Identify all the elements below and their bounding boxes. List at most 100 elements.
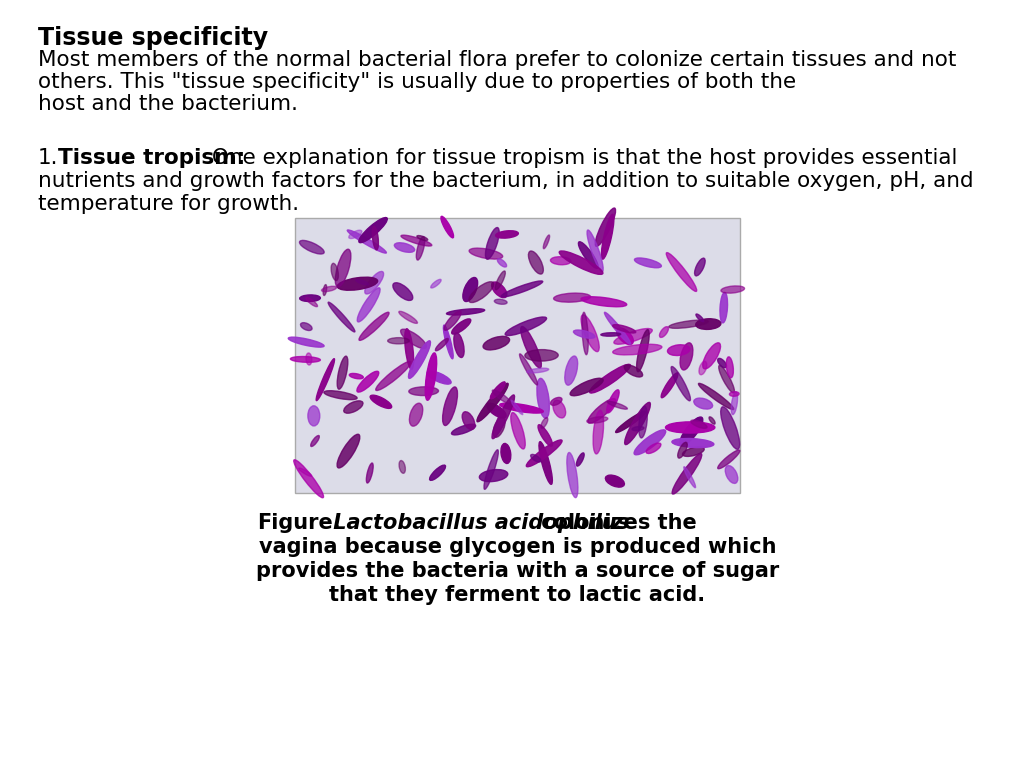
Ellipse shape bbox=[519, 354, 538, 385]
Ellipse shape bbox=[337, 277, 378, 290]
Text: host and the bacterium.: host and the bacterium. bbox=[38, 94, 298, 114]
Ellipse shape bbox=[605, 475, 625, 487]
Ellipse shape bbox=[551, 397, 562, 406]
Ellipse shape bbox=[668, 345, 690, 356]
Ellipse shape bbox=[511, 400, 523, 415]
Ellipse shape bbox=[469, 282, 494, 303]
Ellipse shape bbox=[443, 325, 454, 359]
Ellipse shape bbox=[729, 392, 739, 396]
Bar bbox=[295, 218, 740, 493]
Ellipse shape bbox=[335, 249, 351, 287]
Ellipse shape bbox=[454, 333, 464, 358]
Text: Tissue specificity: Tissue specificity bbox=[38, 26, 268, 50]
Ellipse shape bbox=[612, 344, 662, 355]
Ellipse shape bbox=[501, 443, 511, 463]
Ellipse shape bbox=[528, 251, 544, 274]
Ellipse shape bbox=[662, 373, 678, 398]
Ellipse shape bbox=[306, 297, 317, 306]
Ellipse shape bbox=[616, 328, 633, 345]
Ellipse shape bbox=[308, 406, 319, 426]
Ellipse shape bbox=[452, 319, 471, 334]
Ellipse shape bbox=[698, 383, 734, 409]
Ellipse shape bbox=[680, 417, 702, 445]
Ellipse shape bbox=[680, 343, 693, 370]
Ellipse shape bbox=[490, 382, 505, 399]
Ellipse shape bbox=[493, 390, 511, 403]
Ellipse shape bbox=[682, 447, 705, 456]
Text: that they ferment to lactic acid.: that they ferment to lactic acid. bbox=[330, 585, 706, 605]
Ellipse shape bbox=[505, 317, 547, 336]
Ellipse shape bbox=[328, 302, 355, 332]
Ellipse shape bbox=[435, 339, 449, 351]
Ellipse shape bbox=[588, 399, 615, 423]
Ellipse shape bbox=[695, 319, 721, 329]
Text: colonizes the: colonizes the bbox=[534, 513, 696, 533]
Ellipse shape bbox=[554, 293, 591, 302]
Ellipse shape bbox=[496, 230, 518, 238]
Ellipse shape bbox=[606, 390, 620, 413]
Ellipse shape bbox=[595, 208, 615, 247]
Text: others. This "tissue specificity" is usually due to properties of both the: others. This "tissue specificity" is usu… bbox=[38, 72, 796, 92]
Ellipse shape bbox=[494, 417, 505, 437]
Ellipse shape bbox=[452, 424, 476, 435]
Ellipse shape bbox=[376, 361, 411, 390]
Ellipse shape bbox=[299, 240, 325, 254]
Ellipse shape bbox=[316, 359, 335, 401]
Text: temperature for growth.: temperature for growth. bbox=[38, 194, 299, 214]
Ellipse shape bbox=[501, 281, 543, 297]
Ellipse shape bbox=[539, 442, 552, 485]
Ellipse shape bbox=[500, 403, 544, 413]
Ellipse shape bbox=[671, 366, 690, 401]
Ellipse shape bbox=[337, 434, 359, 468]
Ellipse shape bbox=[567, 452, 578, 498]
Ellipse shape bbox=[587, 417, 608, 423]
Ellipse shape bbox=[612, 325, 636, 333]
Ellipse shape bbox=[559, 251, 603, 274]
Ellipse shape bbox=[659, 326, 669, 337]
Ellipse shape bbox=[537, 379, 550, 419]
Text: Most members of the normal bacterial flora prefer to colonize certain tissues an: Most members of the normal bacterial flo… bbox=[38, 50, 956, 70]
Ellipse shape bbox=[731, 392, 737, 415]
Ellipse shape bbox=[294, 460, 324, 498]
Ellipse shape bbox=[694, 398, 713, 409]
Bar bbox=[295, 218, 740, 493]
Ellipse shape bbox=[485, 227, 500, 260]
Text: nutrients and growth factors for the bacterium, in addition to suitable oxygen, : nutrients and growth factors for the bac… bbox=[38, 171, 974, 191]
Ellipse shape bbox=[492, 282, 507, 298]
Ellipse shape bbox=[492, 395, 514, 439]
Ellipse shape bbox=[365, 271, 384, 294]
Ellipse shape bbox=[525, 349, 558, 361]
Ellipse shape bbox=[511, 412, 525, 449]
Ellipse shape bbox=[324, 285, 327, 296]
Ellipse shape bbox=[526, 440, 562, 467]
Ellipse shape bbox=[487, 403, 506, 418]
Ellipse shape bbox=[544, 235, 550, 249]
Text: 1.: 1. bbox=[38, 148, 58, 168]
Ellipse shape bbox=[300, 323, 312, 330]
Ellipse shape bbox=[446, 309, 484, 315]
Ellipse shape bbox=[410, 403, 423, 426]
Ellipse shape bbox=[388, 338, 410, 344]
Ellipse shape bbox=[337, 356, 348, 389]
Text: One explanation for tissue tropism is that the host provides essential: One explanation for tissue tropism is th… bbox=[205, 148, 957, 168]
Ellipse shape bbox=[541, 418, 548, 429]
Ellipse shape bbox=[331, 263, 338, 280]
Ellipse shape bbox=[721, 286, 744, 293]
Ellipse shape bbox=[300, 295, 321, 302]
Ellipse shape bbox=[357, 288, 380, 322]
Ellipse shape bbox=[613, 329, 652, 344]
Ellipse shape bbox=[632, 426, 644, 431]
Ellipse shape bbox=[565, 356, 578, 386]
Ellipse shape bbox=[699, 361, 707, 375]
Ellipse shape bbox=[349, 373, 364, 379]
Ellipse shape bbox=[417, 236, 428, 240]
Ellipse shape bbox=[672, 439, 714, 448]
Ellipse shape bbox=[299, 468, 311, 476]
Ellipse shape bbox=[322, 286, 337, 292]
Ellipse shape bbox=[590, 364, 631, 393]
Ellipse shape bbox=[291, 356, 321, 362]
Ellipse shape bbox=[551, 257, 571, 265]
Ellipse shape bbox=[469, 248, 503, 259]
Ellipse shape bbox=[581, 296, 627, 306]
Ellipse shape bbox=[721, 407, 739, 449]
